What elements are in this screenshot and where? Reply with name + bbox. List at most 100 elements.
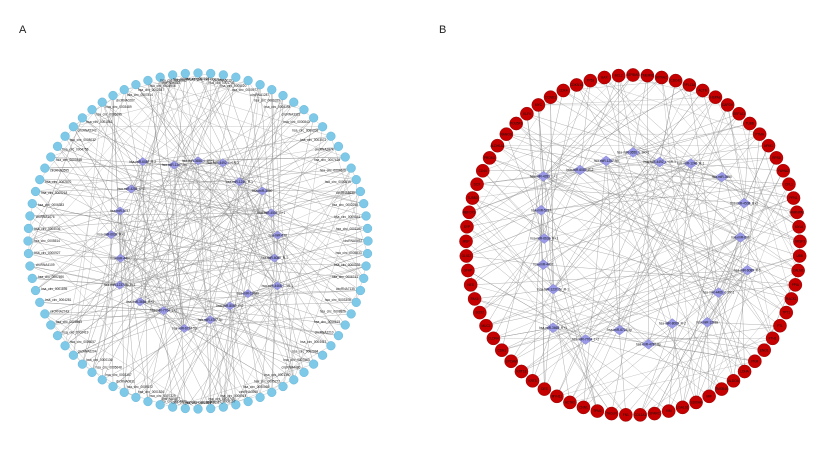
edge xyxy=(64,190,263,346)
edge xyxy=(472,197,626,415)
hub-node xyxy=(546,283,561,295)
edge xyxy=(576,84,708,323)
edge xyxy=(172,74,224,408)
outer-node xyxy=(668,73,683,88)
edge xyxy=(485,237,741,326)
hub-node xyxy=(573,164,587,176)
hub-node xyxy=(546,322,560,334)
edge xyxy=(708,184,790,397)
edge xyxy=(747,270,773,339)
edge xyxy=(29,179,357,267)
outer-node xyxy=(25,211,35,221)
edge xyxy=(73,310,164,356)
hub-node-label: hsa-miR-1268a xyxy=(697,320,719,324)
outer-node-label: hsa_circ_0006914 xyxy=(220,394,246,398)
outer-node xyxy=(475,163,490,178)
outer-node xyxy=(168,402,178,412)
edge xyxy=(659,80,676,163)
edge xyxy=(82,310,164,365)
edge xyxy=(131,126,323,190)
edge xyxy=(119,215,367,286)
outer-node-label: hsa_circ_0009041 xyxy=(334,215,360,219)
edge xyxy=(689,84,719,293)
hub-node-label: hsa-miR-638 xyxy=(269,233,287,237)
edge xyxy=(262,190,364,279)
outer-node-label: hsa_circ_0006383 xyxy=(38,203,64,207)
outer-node-label: SYP xyxy=(464,225,470,229)
edge xyxy=(466,183,789,257)
outer-node-label: circRNA6630 xyxy=(336,191,355,195)
edge xyxy=(538,96,716,106)
outer-node-label: hsa_circ_0003308 xyxy=(325,298,351,302)
edge xyxy=(738,113,792,299)
edge xyxy=(50,80,249,158)
outer-node-label: FTH1 xyxy=(769,336,777,340)
edge xyxy=(466,75,619,227)
outer-node-label: hsa_circ_0002870 xyxy=(45,180,71,184)
hub-node xyxy=(534,205,548,216)
edge xyxy=(247,293,332,346)
edge xyxy=(27,210,121,242)
edge xyxy=(516,123,741,238)
edge xyxy=(223,345,332,408)
hub-node-label: hsa-miR-1207-5p xyxy=(594,159,619,163)
edge xyxy=(131,188,361,192)
edge xyxy=(197,191,361,410)
hub-node-label: hsa-miR-663a_R+1 xyxy=(97,233,125,237)
outer-node-label: BCL2 xyxy=(615,74,623,78)
outer-node-label: YWHAZ xyxy=(777,169,789,173)
edge xyxy=(605,160,697,403)
edge xyxy=(172,212,272,408)
edge xyxy=(163,310,211,409)
edge xyxy=(131,80,249,190)
edge xyxy=(611,270,748,414)
edge xyxy=(466,255,544,265)
outer-node xyxy=(60,341,70,351)
outer-node-label: PFN1 xyxy=(789,196,797,200)
edge xyxy=(516,123,719,293)
edge xyxy=(796,212,800,256)
outer-node xyxy=(463,278,478,292)
edge xyxy=(718,284,796,293)
edge xyxy=(474,298,649,345)
edge xyxy=(271,167,352,214)
edge xyxy=(482,90,703,171)
edge xyxy=(50,156,175,166)
edge xyxy=(147,80,185,329)
outer-node-label: MUC1 xyxy=(482,324,491,328)
edge xyxy=(672,323,683,408)
outer-node xyxy=(309,113,319,123)
hub-node-label: hsa-miR-6724-5p xyxy=(172,327,197,331)
outer-node-label: hsa_circ_0003167 xyxy=(106,373,132,377)
outer-node-label: hsa_circ_0008563 xyxy=(56,320,82,324)
edge xyxy=(120,258,323,356)
edge xyxy=(135,285,278,398)
edge xyxy=(543,176,801,242)
outer-node-label: hsa_circ_0007229 xyxy=(150,394,176,398)
hub-node xyxy=(178,324,191,333)
outer-node xyxy=(633,408,647,422)
outer-node-label: TMSB4X xyxy=(715,387,729,391)
outer-node xyxy=(782,177,796,191)
edge xyxy=(543,264,710,397)
edge xyxy=(239,117,314,182)
edge xyxy=(35,191,272,214)
edge xyxy=(91,77,161,373)
outer-node-label: hsa_circ_0000754 xyxy=(173,401,199,405)
edge xyxy=(274,179,357,259)
outer-node xyxy=(682,78,697,92)
edge xyxy=(64,136,275,259)
outer-node xyxy=(537,382,552,396)
edge xyxy=(553,197,794,290)
outer-node xyxy=(23,236,33,246)
edge xyxy=(690,163,784,171)
edge xyxy=(139,74,224,302)
edge xyxy=(625,410,669,416)
outer-node-label: hsa_circ_0003572 xyxy=(300,138,326,142)
outer-node-label: circRNA4486 xyxy=(282,366,301,370)
outer-node xyxy=(340,320,350,330)
outer-node xyxy=(563,395,577,410)
hub-node-label: hsa-miR-4508_R+1 xyxy=(730,201,758,205)
outer-node xyxy=(119,85,129,95)
